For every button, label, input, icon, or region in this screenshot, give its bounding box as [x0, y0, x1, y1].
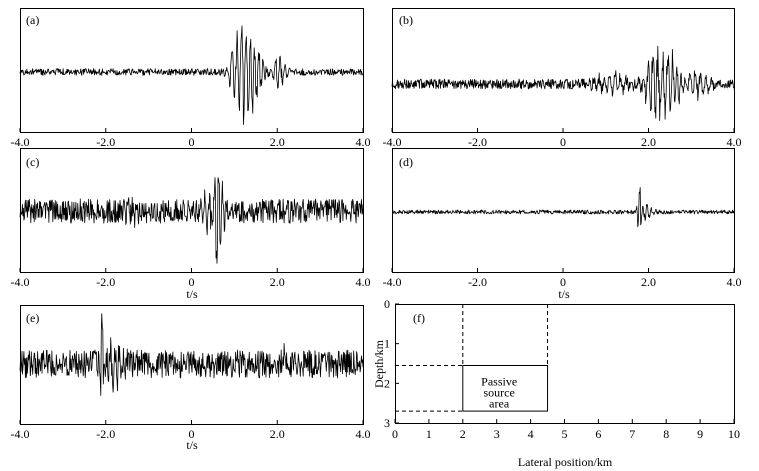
waveform-trace-e	[19, 313, 364, 396]
xtick-label: 7	[629, 427, 635, 441]
panel-f-frame	[395, 304, 735, 424]
waveform-panel-d: -4.0 -2.0 0 2.0 4.0 (d) t/s	[383, 148, 742, 301]
waveform-trace-c	[19, 177, 364, 264]
panel-c-xticks: -4.0 -2.0 0 2.0 4.0	[11, 268, 371, 289]
xtick-label: -4.0	[383, 135, 402, 149]
xtick-label: 10	[728, 427, 740, 441]
xtick-label: -2.0	[96, 135, 115, 149]
xtick-label: 2.0	[270, 135, 285, 149]
panel-b-frame	[392, 8, 735, 133]
panel-c-xlabel: t/s	[186, 287, 198, 301]
xtick-label: 4.0	[356, 135, 371, 149]
ytick-label: 0	[384, 297, 390, 311]
ytick-label: 2	[384, 376, 390, 390]
waveform-trace-b	[391, 45, 735, 121]
panel-f-ticks: 0 1 2 3 4 5 6 7 8 9 10 0 1 2 3	[384, 297, 740, 441]
waveform-trace-d	[392, 187, 735, 228]
panel-f-letter: (f)	[413, 311, 425, 325]
xtick-label: 4.0	[356, 427, 371, 441]
panel-e-xlabel: t/s	[186, 438, 198, 452]
xtick-label: -4.0	[11, 135, 30, 149]
xtick-label: 0	[392, 427, 398, 441]
xtick-label: 0	[560, 135, 566, 149]
xtick-label: 4.0	[727, 135, 742, 149]
xtick-label: 8	[663, 427, 669, 441]
ytick-label: 3	[384, 416, 390, 430]
panel-a-letter: (a)	[26, 13, 39, 27]
waveform-panel-b: -4.0 -2.0 0 2.0 4.0 (b)	[383, 8, 742, 149]
xtick-label: -2.0	[468, 275, 487, 289]
panel-f-ylabel: Depth/km	[372, 339, 386, 388]
panel-c-letter: (c)	[26, 155, 39, 169]
panel-d-xticks: -4.0 -2.0 0 2.0 4.0	[383, 268, 742, 289]
xtick-label: 0	[189, 135, 195, 149]
xtick-label: 9	[697, 427, 703, 441]
panel-a-xticks: -4.0 -2.0 0 2.0 4.0	[11, 128, 371, 149]
source-area-label-line: Passive	[481, 374, 517, 388]
xtick-label: 2.0	[641, 135, 656, 149]
xtick-label: -2.0	[468, 135, 487, 149]
xtick-label: 2.0	[270, 275, 285, 289]
xtick-label: 0	[560, 275, 566, 289]
waveform-panel-c: -4.0 -2.0 0 2.0 4.0 (c) t/s	[11, 148, 371, 301]
xtick-label: 5	[562, 427, 568, 441]
panel-f-xlabel: Lateral position/km	[518, 455, 613, 469]
panel-d-frame	[392, 148, 735, 273]
xtick-label: 0	[189, 427, 195, 441]
xtick-label: 0	[189, 275, 195, 289]
xtick-label: 1	[426, 427, 432, 441]
xtick-label: -2.0	[96, 427, 115, 441]
passive-source-area-rect	[462, 364, 549, 412]
xtick-label: -4.0	[383, 275, 402, 289]
panel-d-xlabel: t/s	[558, 287, 570, 301]
panel-e-letter: (e)	[26, 311, 39, 325]
panel-d-letter: (d)	[399, 155, 413, 169]
xtick-label: 4.0	[727, 275, 742, 289]
waveform-panel-e: -4.0 -2.0 0 2.0 4.0 (e) t/s	[11, 305, 371, 452]
panel-b-letter: (b)	[399, 13, 413, 27]
xtick-label: -4.0	[11, 275, 30, 289]
panel-e-xticks: -4.0 -2.0 0 2.0 4.0	[11, 420, 371, 441]
waveform-trace-a	[19, 25, 364, 125]
xtick-label: 4	[528, 427, 534, 441]
xtick-label: -2.0	[96, 275, 115, 289]
xtick-label: 2.0	[641, 275, 656, 289]
waveform-panel-a: -4.0 -2.0 0 2.0 4.0 (a)	[11, 8, 371, 149]
xtick-label: 6	[595, 427, 601, 441]
source-area-label-line: source	[484, 385, 515, 399]
xtick-label: 3	[494, 427, 500, 441]
xtick-label: 4.0	[356, 275, 371, 289]
panel-b-xticks: -4.0 -2.0 0 2.0 4.0	[383, 128, 742, 149]
source-area-label-line: area	[489, 396, 510, 410]
xtick-label: -4.0	[11, 427, 30, 441]
xtick-label: 2	[460, 427, 466, 441]
panel-f-dashed-guides	[395, 304, 549, 412]
xtick-label: 2.0	[270, 427, 285, 441]
ytick-label: 1	[384, 337, 390, 351]
